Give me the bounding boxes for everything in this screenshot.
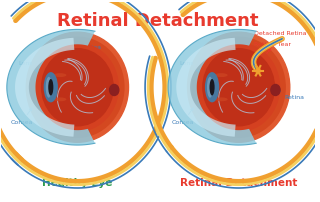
Text: Retinal Detachment: Retinal Detachment [180, 178, 297, 188]
Text: Cornea: Cornea [172, 108, 194, 125]
Text: Retinal Tear: Retinal Tear [254, 42, 292, 61]
Ellipse shape [215, 97, 228, 101]
Text: Retinal Detachment: Retinal Detachment [57, 12, 259, 29]
Ellipse shape [44, 72, 58, 102]
Text: Lens: Lens [18, 61, 49, 80]
Ellipse shape [31, 37, 124, 137]
Text: Detached Retina: Detached Retina [254, 31, 307, 52]
Ellipse shape [46, 77, 52, 98]
Ellipse shape [42, 49, 113, 126]
Ellipse shape [207, 77, 213, 98]
Polygon shape [176, 38, 236, 137]
Ellipse shape [54, 97, 66, 101]
Ellipse shape [48, 79, 53, 96]
Text: Healthy Eye: Healthy Eye [42, 178, 113, 188]
Ellipse shape [110, 84, 119, 96]
Ellipse shape [188, 32, 290, 142]
Polygon shape [168, 29, 256, 145]
Ellipse shape [192, 37, 285, 137]
Text: Lens: Lens [180, 61, 210, 80]
Ellipse shape [36, 43, 118, 131]
Ellipse shape [256, 67, 260, 74]
Text: Retina: Retina [278, 91, 304, 100]
Ellipse shape [205, 72, 219, 102]
Ellipse shape [271, 84, 280, 96]
Ellipse shape [26, 32, 129, 142]
Ellipse shape [198, 43, 280, 131]
Ellipse shape [210, 79, 215, 96]
Ellipse shape [203, 49, 275, 126]
Polygon shape [15, 38, 74, 137]
Ellipse shape [215, 73, 228, 77]
Text: Retina
Fovea: Retina Fovea [81, 45, 107, 71]
Ellipse shape [54, 73, 66, 77]
Polygon shape [7, 29, 95, 145]
Text: Cornea: Cornea [11, 108, 33, 125]
